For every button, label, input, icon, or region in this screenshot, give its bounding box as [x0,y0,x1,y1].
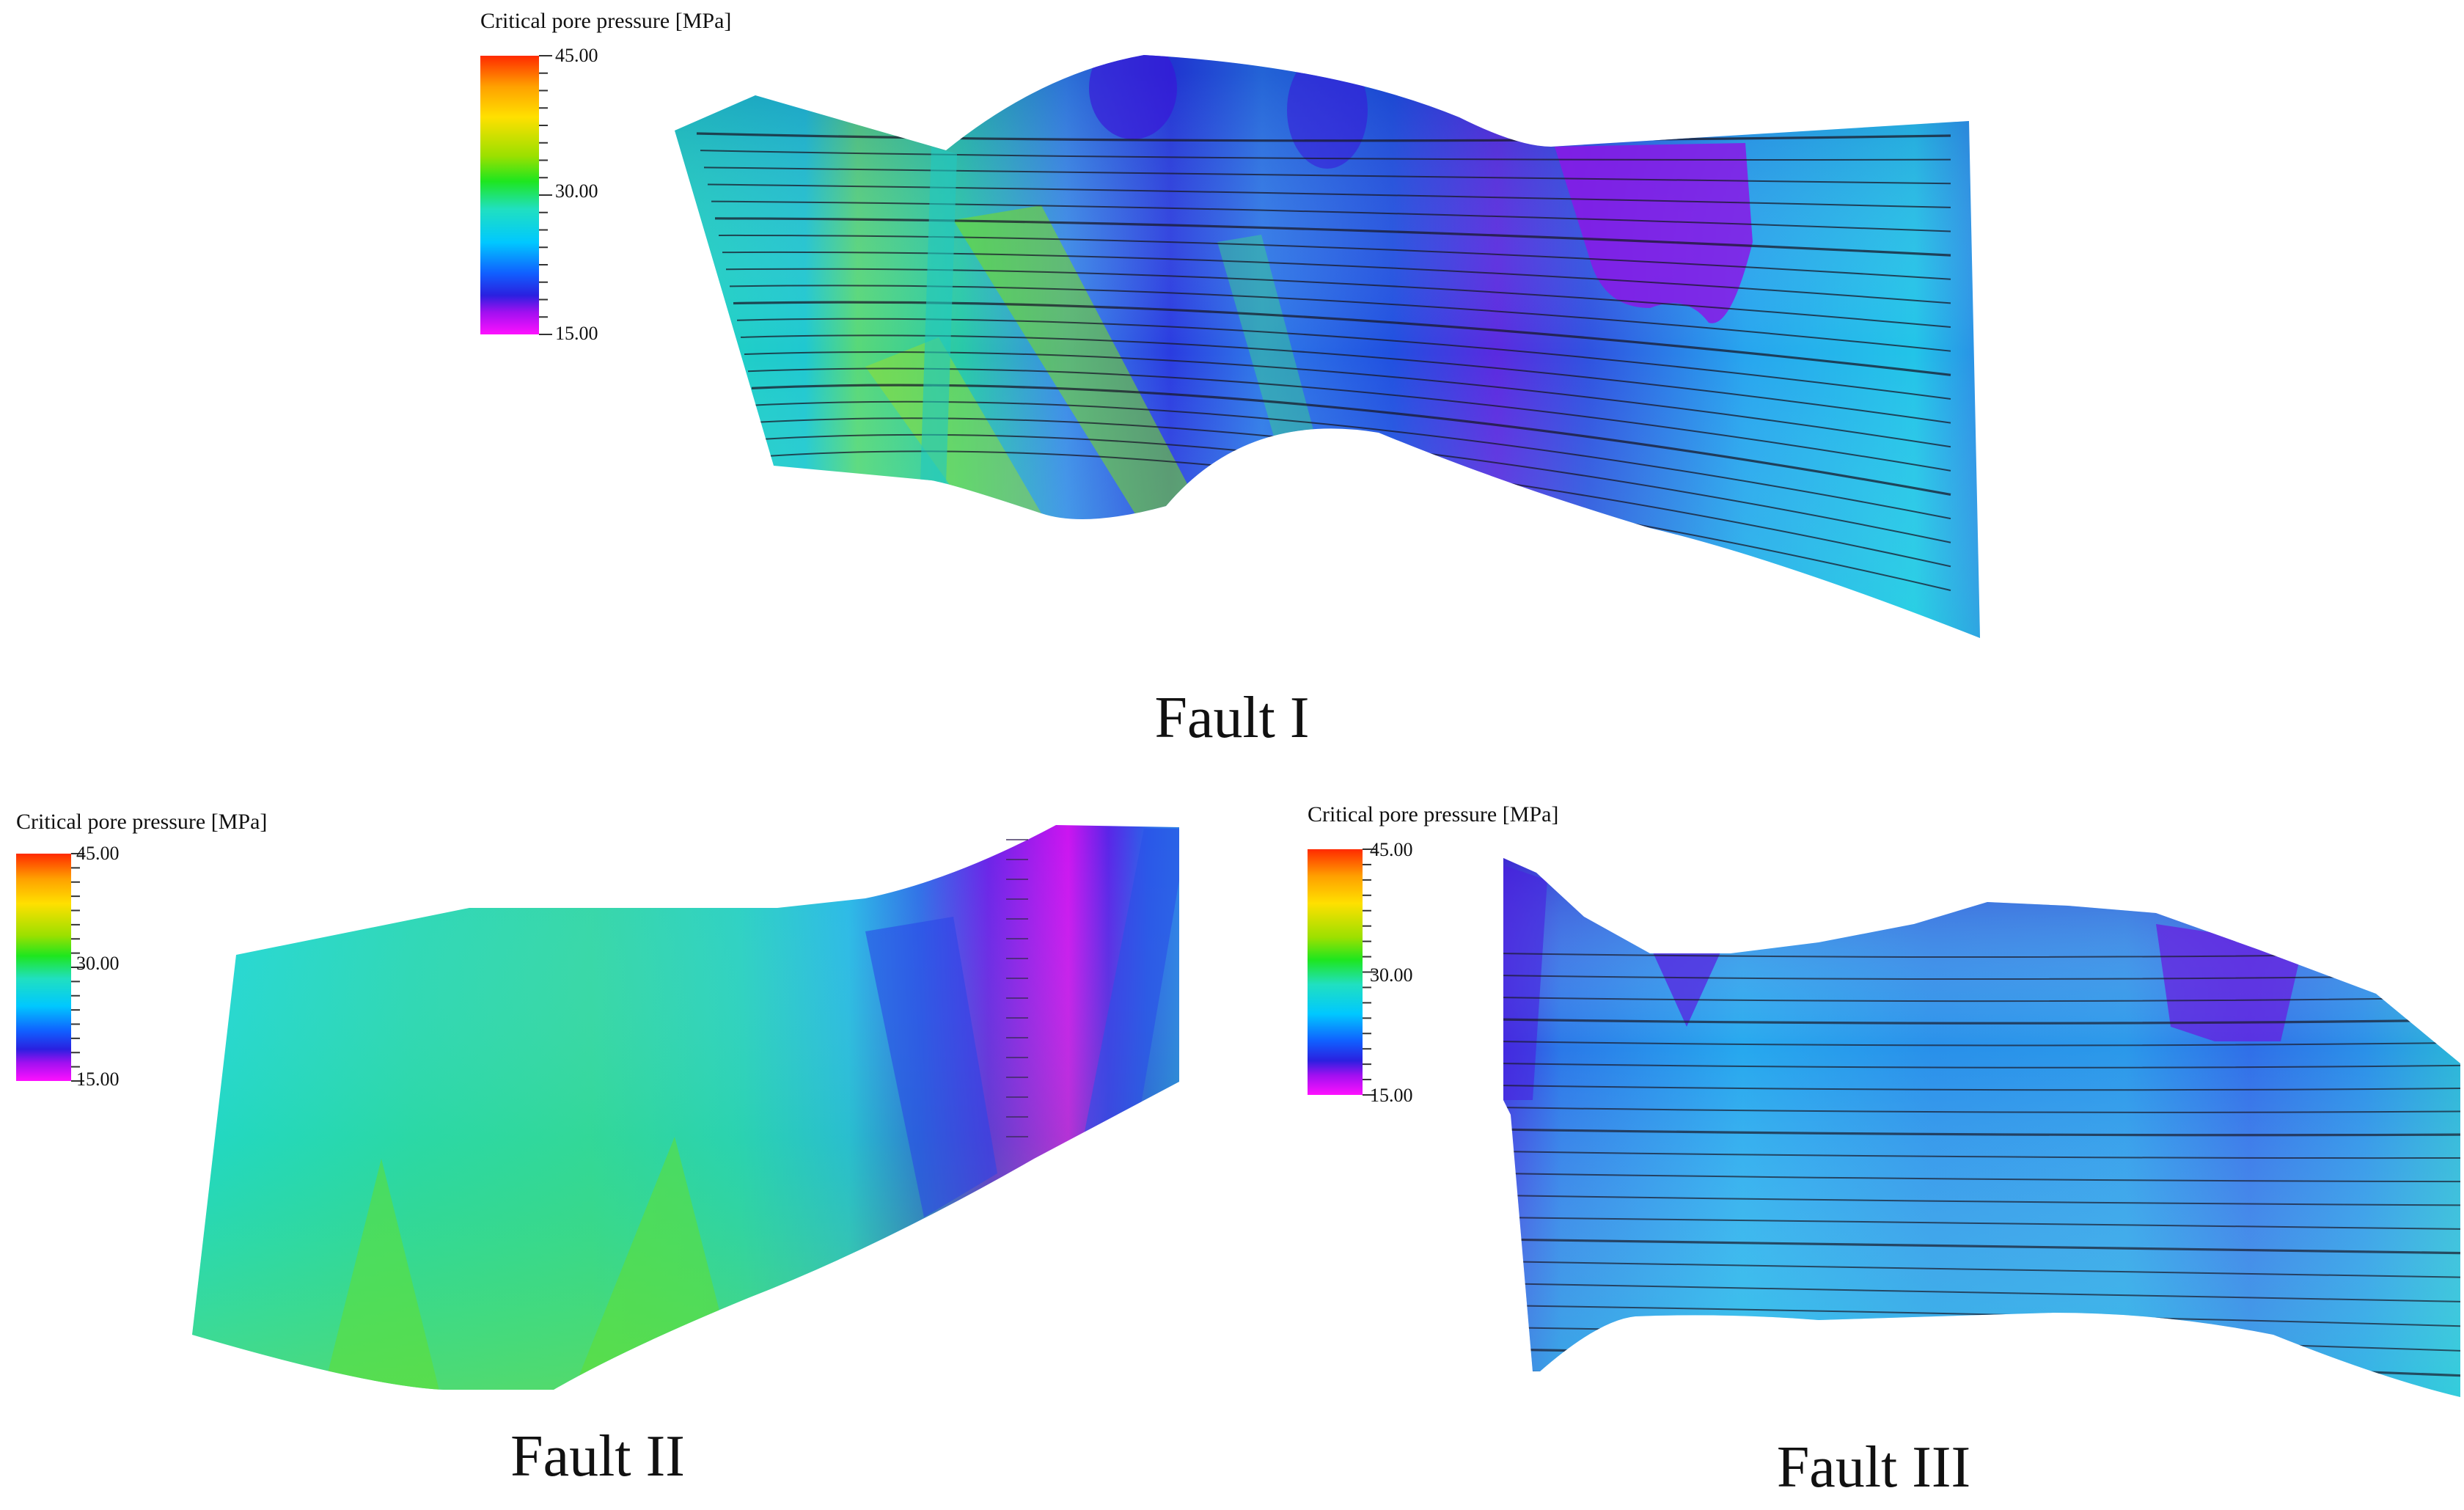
legend-max-label: 45.00 [76,843,120,864]
contour-line [725,268,1951,329]
contour-line [700,150,1951,161]
contour-line [740,334,1951,424]
legend-title: Critical pore pressure [MPa] [480,9,731,33]
contour-line [1503,1151,2460,1159]
legend-fault-1: Critical pore pressure [MPa] 45.00 30.00… [480,9,731,344]
legend-max-label: 45.00 [555,45,598,66]
pressure-zones [323,829,1179,1390]
contour-line [1503,975,2460,981]
legend-title: Critical pore pressure [MPa] [1308,802,1558,827]
fault-3-surface [1503,858,2460,1397]
color-bar-ticks [1363,849,1376,1096]
fault-surface-shading [1503,858,2460,1397]
fault-gap [920,147,957,484]
contour-line [696,132,1951,142]
color-bar-ticks [71,853,84,1082]
legend-mid-label: 30.00 [555,180,598,202]
contour-line [1503,1371,2460,1397]
legend-min-label: 15.00 [555,323,598,344]
contour-line [722,251,1951,304]
contour-line [1503,1041,2460,1047]
fault-1-title: Fault I [1154,686,1309,750]
legend-max-label: 45.00 [1370,839,1413,860]
fault-2-title: Fault II [510,1424,685,1489]
contour-line [714,217,1951,257]
legend-fault-3: Critical pore pressure [MPa] 45.00 30.00… [1308,802,1558,1106]
contour-line [1503,1261,2460,1278]
color-bar [1308,849,1363,1095]
contour-line [1503,1128,2460,1137]
color-bar [16,854,71,1081]
color-bar [480,56,539,334]
contour-line [1503,1063,2460,1069]
contour-line [736,318,1951,400]
contour-line [707,183,1951,208]
contour-line [1503,1107,2460,1113]
contour-ticks [1006,839,1028,1137]
contour-line [751,384,1951,496]
fault-1-surface [675,55,1980,638]
legend-mid-label: 30.00 [1370,964,1413,986]
color-bar-ticks [539,55,552,335]
legend-title: Critical pore pressure [MPa] [16,810,267,834]
contour-line [733,301,1951,376]
contour-line [1503,1085,2460,1091]
contour-line [718,234,1951,280]
legend-min-label: 15.00 [1370,1085,1413,1106]
contour-line [755,400,1951,520]
contour-line [1503,1173,2460,1183]
contour-line [711,200,1951,232]
pressure-zones [865,55,1753,528]
fault-3-title: Fault III [1777,1435,1970,1500]
contour-lines [696,132,1951,591]
contour-line [729,285,1951,352]
fault-2-surface [192,825,1179,1390]
contour-line [1503,1238,2460,1255]
contour-line [1503,1018,2460,1025]
legend-fault-2: Critical pore pressure [MPa] 45.00 30.00… [16,810,267,1090]
legend-mid-label: 30.00 [76,953,120,974]
contour-line [1503,1348,2460,1377]
contour-line [747,367,1951,472]
contour-line [1503,1305,2460,1327]
legend-min-label: 15.00 [76,1069,120,1090]
contour-line [744,351,1951,448]
contour-line [1503,997,2460,1003]
contour-line [1503,1195,2460,1206]
